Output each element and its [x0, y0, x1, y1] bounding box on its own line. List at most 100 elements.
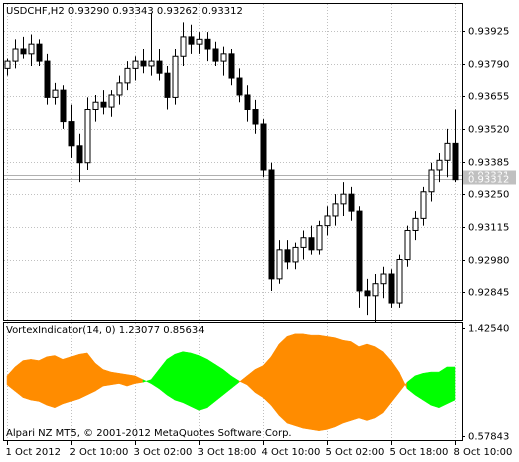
candle-body [332, 203, 339, 217]
y-tick-label: 0.93250 [468, 190, 509, 201]
y-tick-label: 0.93115 [468, 223, 509, 234]
candle-body [12, 48, 19, 62]
x-tick-label: 5 Oct 02:00 [326, 447, 385, 458]
footer: Alpari NZ MT5, © 2001-2012 MetaQuotes So… [6, 428, 292, 439]
plot: 0.93925 0.93790 0.93655 0.93520 0.93385 0.932… [4, 4, 516, 458]
fill-segment [174, 351, 184, 403]
price-label-box [463, 174, 516, 185]
fill-segment [38, 356, 48, 406]
candle-body [324, 215, 331, 227]
candle-body [172, 55, 179, 98]
fill-segment [182, 351, 192, 407]
y-tick-label: 0.92845 [468, 288, 509, 299]
candle-body [4, 60, 11, 69]
indicator-title: VortexIndicator(14, 0) 1.23077 0.85634 [6, 325, 205, 336]
x-tick-label: 3 Oct 18:00 [198, 447, 257, 458]
fill-segment [166, 353, 176, 401]
candle-body [276, 249, 283, 280]
fill-segment [198, 355, 208, 411]
candle-body [404, 229, 411, 261]
candle-body [116, 82, 123, 96]
x-tick-label: 2 Oct 10:00 [70, 447, 129, 458]
candle-body [180, 36, 187, 57]
y-tick-label: 0.57843 [468, 432, 509, 443]
price-title: USDCHF,H2 0.93290 0.93343 0.93262 0.9331… [6, 6, 243, 17]
candle-body [44, 60, 51, 98]
candle-body [148, 60, 155, 67]
y-tick-label: 0.93385 [468, 158, 509, 169]
y-tick-label: 0.93925 [468, 27, 509, 38]
candle-body [36, 43, 43, 62]
fill-segment [294, 333, 304, 429]
fill-segment [446, 366, 456, 405]
candle-body [364, 290, 371, 297]
candle-body [28, 43, 35, 55]
fill-segment [62, 356, 72, 405]
candle-body [444, 142, 451, 161]
fill-segment [54, 355, 64, 409]
fill-segment [102, 369, 112, 387]
fill-segment [78, 352, 88, 400]
candle-body [52, 89, 59, 98]
fill-segment [206, 358, 216, 409]
y-tick-label: 0.93790 [468, 60, 509, 71]
candle-body [228, 53, 235, 79]
fill-segment [358, 343, 368, 421]
y-tick-label: 0.92980 [468, 256, 509, 267]
candle-body [100, 101, 107, 108]
candle-body [260, 123, 267, 171]
y-tick-label: 0.93520 [468, 125, 509, 136]
fill-segment [422, 371, 432, 406]
x-tick-label: 4 Oct 10:00 [262, 447, 321, 458]
x-tick-label: 3 Oct 02:00 [134, 447, 193, 458]
candle-body [372, 283, 379, 297]
fill-segment [342, 339, 352, 424]
fill-segment [14, 360, 24, 399]
fill-segment [70, 353, 80, 402]
x-tick-label: 1 Oct 2012 [6, 447, 61, 458]
candle-body [60, 89, 67, 123]
fill-segment [46, 355, 56, 409]
candle-body [380, 273, 387, 285]
candle-body [20, 48, 27, 55]
candle-body [108, 94, 115, 108]
fill-segment [334, 337, 344, 428]
y-tick-label: 0.93655 [468, 92, 509, 103]
candle-body [204, 38, 211, 50]
candle-body [132, 60, 139, 69]
fill-segment [118, 373, 128, 387]
candle-body [348, 193, 355, 212]
fill-segment [254, 365, 264, 399]
candle-body [244, 94, 251, 110]
candle-body [420, 191, 427, 219]
candle-body [164, 72, 171, 98]
fill-segment [374, 346, 384, 419]
candle-body [124, 67, 131, 84]
fill-segment [270, 343, 280, 417]
fill-segment [382, 351, 392, 414]
candle-body [428, 169, 435, 193]
y-tick-label: 1.42540 [468, 324, 509, 335]
candle-body [188, 36, 195, 45]
price-label: 0.93312 [468, 175, 509, 186]
candle-body [84, 108, 91, 164]
fill-segment [302, 333, 312, 430]
candle-body [196, 38, 203, 45]
candle-body [268, 169, 275, 280]
candle-body [236, 77, 243, 96]
fill-segment [278, 335, 288, 424]
fill-segment [286, 333, 296, 426]
candle-body [396, 259, 403, 304]
candle-body [316, 225, 323, 251]
fill-segment [110, 371, 120, 386]
x-tick-label: 8 Oct 10:00 [454, 447, 513, 458]
candle-body [292, 246, 299, 263]
fill-segment [22, 359, 32, 401]
candle-body [140, 60, 147, 67]
candle-body [68, 121, 75, 147]
fill-segment [30, 359, 40, 402]
candle-body [436, 159, 443, 171]
fill-segment [350, 341, 360, 421]
candle-body [76, 145, 83, 164]
